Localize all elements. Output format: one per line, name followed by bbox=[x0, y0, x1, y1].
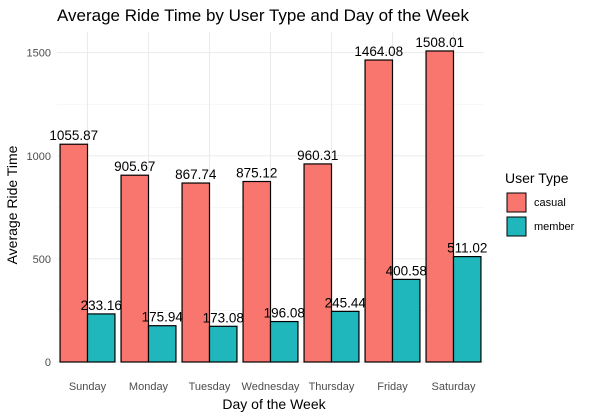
y-ticks: 0 500 1000 1500 bbox=[27, 48, 51, 369]
x-tick-label-wednesday: Wednesday bbox=[242, 381, 300, 393]
bar-casual-sunday bbox=[59, 143, 89, 363]
bar-casual-friday bbox=[364, 59, 394, 363]
y-tick-label: 1000 bbox=[27, 151, 51, 163]
bar-member-wednesday bbox=[269, 320, 299, 363]
x-tick-label-thursday: Thursday bbox=[309, 381, 355, 393]
data-label-member-monday: 175.94 bbox=[142, 310, 184, 325]
bars bbox=[59, 50, 482, 363]
legend-key-member bbox=[506, 216, 527, 237]
data-label-member-wednesday: 196.08 bbox=[264, 306, 305, 321]
data-labels: 1055.87 905.67 867.74 875.12 960.31 1464.08 15… bbox=[49, 35, 487, 325]
bar-casual-thursday bbox=[303, 163, 333, 363]
x-tick-label-friday: Friday bbox=[377, 381, 408, 393]
x-tick-label-sunday: Sunday bbox=[69, 381, 107, 393]
legend-label-casual: casual bbox=[534, 197, 566, 209]
x-tick-label-tuesday: Tuesday bbox=[189, 381, 231, 393]
bar-member-friday bbox=[391, 278, 421, 363]
bar-member-sunday bbox=[86, 313, 116, 363]
bar-member-tuesday bbox=[208, 325, 238, 363]
x-tick-label-monday: Monday bbox=[129, 381, 169, 393]
data-label-member-thursday: 245.44 bbox=[325, 295, 367, 310]
bar-member-saturday bbox=[452, 256, 482, 363]
legend: User Type casual member bbox=[505, 170, 575, 237]
legend-label-member: member bbox=[534, 221, 575, 233]
bar-member-thursday bbox=[330, 310, 360, 363]
data-label-casual-sunday: 1055.87 bbox=[49, 128, 98, 143]
data-label-member-sunday: 233.16 bbox=[81, 298, 122, 313]
y-tick-label: 1500 bbox=[27, 48, 51, 60]
data-label-casual-thursday: 960.31 bbox=[297, 148, 338, 163]
bar-member-monday bbox=[147, 325, 177, 363]
x-ticks: Sunday Monday Tuesday Wednesday Thursday Frid… bbox=[69, 381, 476, 393]
data-label-casual-friday: 1464.08 bbox=[354, 44, 403, 59]
legend-key-casual bbox=[506, 192, 527, 213]
bar-casual-wednesday bbox=[242, 180, 272, 363]
x-axis-title: Day of the Week bbox=[222, 396, 326, 412]
x-tick-label-saturday: Saturday bbox=[431, 381, 476, 393]
data-label-member-saturday: 511.02 bbox=[447, 241, 487, 256]
bar-casual-tuesday bbox=[181, 182, 211, 363]
bar-casual-monday bbox=[120, 174, 150, 363]
y-tick-label: 0 bbox=[45, 357, 51, 369]
data-label-member-tuesday: 173.08 bbox=[203, 310, 244, 325]
data-label-casual-wednesday: 875.12 bbox=[236, 166, 277, 181]
data-label-casual-tuesday: 867.74 bbox=[175, 167, 217, 182]
data-label-casual-monday: 905.67 bbox=[114, 159, 155, 174]
y-tick-label: 500 bbox=[33, 254, 51, 266]
chart-title: Average Ride Time by User Type and Day o… bbox=[57, 6, 469, 25]
bar-casual-saturday bbox=[425, 50, 455, 363]
legend-title: User Type bbox=[505, 170, 569, 186]
y-axis-title: Average Ride Time bbox=[4, 145, 20, 264]
data-label-member-friday: 400.58 bbox=[386, 263, 427, 278]
data-label-casual-saturday: 1508.01 bbox=[415, 35, 464, 50]
